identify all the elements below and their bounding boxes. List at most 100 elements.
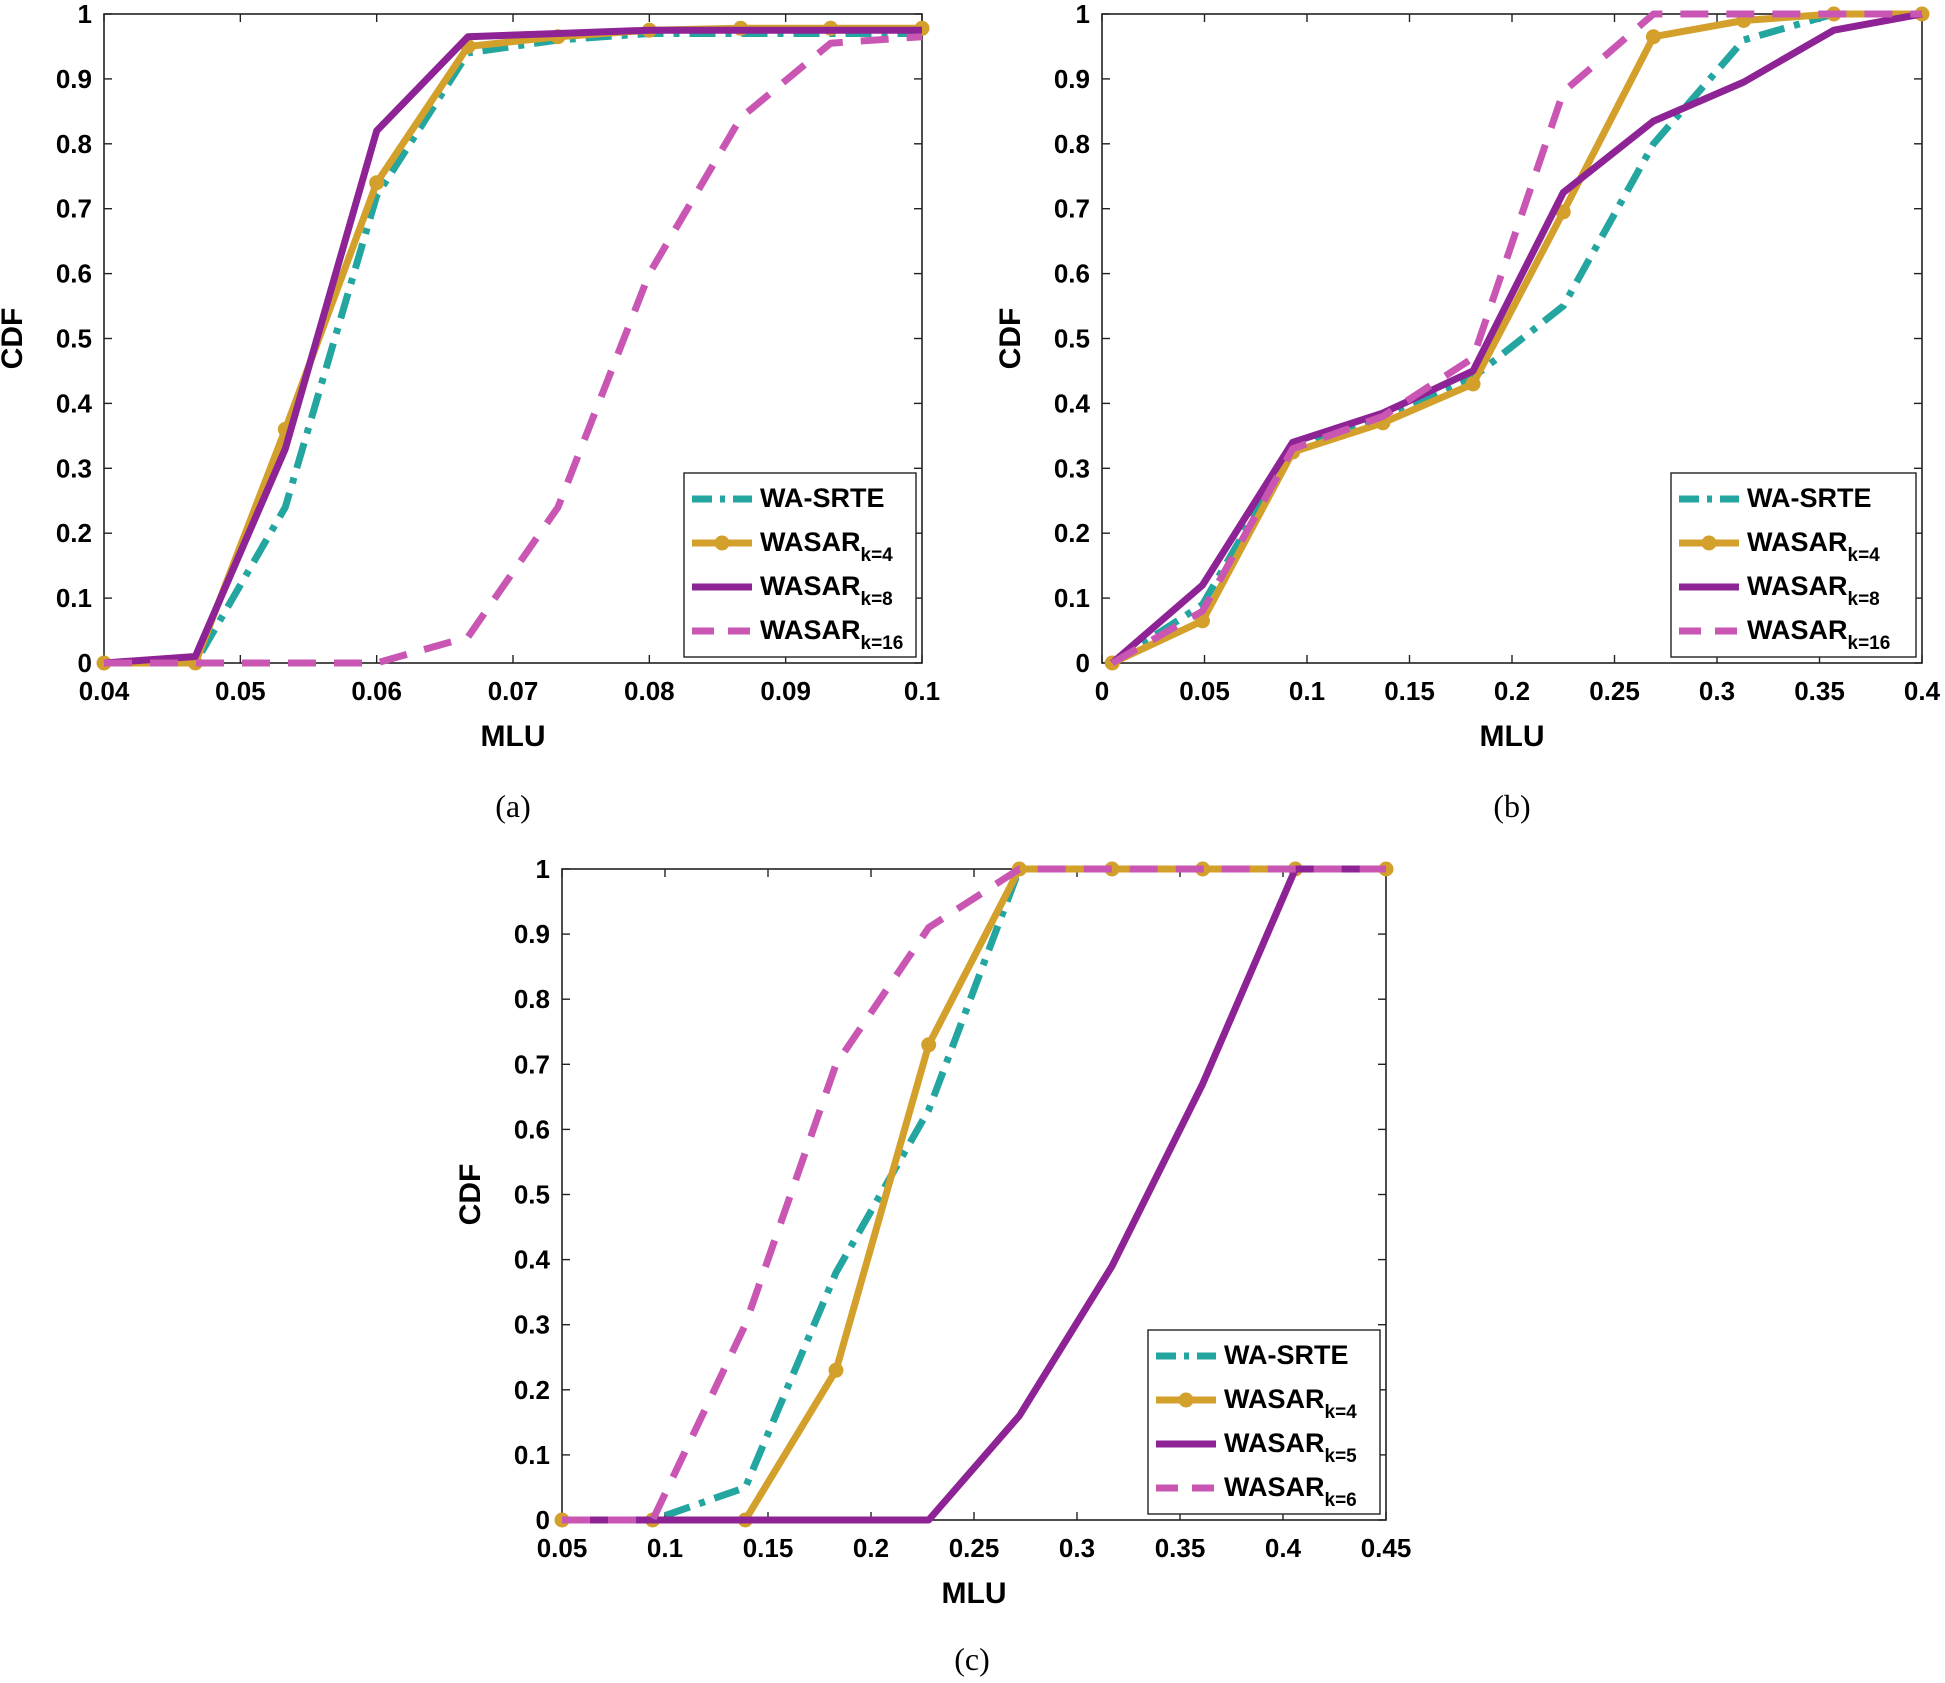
legend-entry-base: WASAR — [760, 615, 861, 645]
legend-entry-base: WASAR — [1224, 1472, 1325, 1502]
y-tick-label: 0.8 — [1054, 129, 1090, 159]
y-tick-label: 0.6 — [514, 1114, 550, 1144]
y-tick-label: 0.8 — [514, 984, 550, 1014]
y-tick-label: 0.2 — [56, 518, 92, 548]
legend-entry: WASARk=8 — [760, 571, 893, 610]
x-tick-label: 0.09 — [760, 676, 811, 706]
data-point-marker — [1555, 204, 1571, 220]
legend-entry-base: WASAR — [1747, 527, 1848, 557]
x-tick-label: 0.3 — [1699, 676, 1735, 706]
y-tick-label: 0.4 — [1054, 388, 1091, 418]
legend-entry-subscript: k=4 — [1325, 1402, 1358, 1423]
chart-panel-c: 0.05 0.1 0.15 0.2 0.25 0.3 0.35 0.4 0.45 0 0.1 0.2 0… — [454, 854, 1411, 1677]
y-tick-label: 0.4 — [56, 388, 93, 418]
x-tick-label: 0.04 — [79, 676, 130, 706]
chart-panel-b: 0 0.05 0.1 0.15 0.2 0.25 0.3 0.35 0.4 0 0.1 0.2 0.3 0… — [994, 0, 1941, 824]
x-tick-label: 0.25 — [949, 1533, 1000, 1563]
x-tick-label: 0.35 — [1794, 676, 1845, 706]
legend-entry-subscript: k=4 — [861, 545, 894, 566]
x-tick-label: 0.3 — [1059, 1533, 1095, 1563]
legend-entry-subscript: k=8 — [1848, 589, 1880, 610]
series-line-wasar-k-16 — [1110, 10, 1922, 667]
chart-panel-a: 0.04 0.05 0.06 0.07 0.08 0.09 0.1 0 0.1 0.2 0.3 0.4… — [0, 0, 940, 824]
legend-entry: WASARk=16 — [1747, 615, 1890, 654]
series-line-wasar-k-8 — [1110, 10, 1923, 666]
legend-entry-base: WASAR — [760, 527, 861, 557]
y-tick-label: 0.8 — [56, 129, 92, 159]
legend-entry: WASARk=4 — [1224, 1384, 1357, 1423]
data-point-marker — [1645, 29, 1661, 45]
y-tick-label: 0.2 — [514, 1375, 550, 1405]
x-tick-label: 0.05 — [215, 676, 266, 706]
x-tick-label: 0.45 — [1361, 1533, 1412, 1563]
legend-entry-base: WASAR — [760, 571, 861, 601]
y-tick-label: 0.3 — [56, 453, 92, 483]
y-axis-label: CDF — [994, 308, 1027, 370]
y-tick-label: 1 — [78, 0, 92, 29]
legend-entry: WASARk=6 — [1224, 1472, 1357, 1511]
legend-entry-subscript: k=5 — [1325, 1446, 1358, 1467]
x-tick-label: 0.05 — [537, 1533, 588, 1563]
series-line-wasar-k-8 — [103, 26, 922, 667]
y-tick-label: 0.9 — [1054, 64, 1090, 94]
legend-entry: WASARk=5 — [1224, 1428, 1357, 1467]
legend-entry: WA-SRTE — [1224, 1340, 1349, 1370]
legend-marker — [714, 535, 730, 551]
y-axis-label: CDF — [454, 1164, 487, 1226]
y-tick-label: 0.5 — [56, 324, 92, 354]
panel-caption: (b) — [1493, 788, 1530, 824]
y-tick-label: 0.9 — [56, 64, 92, 94]
legend-box — [1670, 472, 1917, 658]
x-tick-label: 0.07 — [488, 676, 539, 706]
y-tick-label: 0.5 — [514, 1180, 550, 1210]
y-tick-label: 0.7 — [56, 194, 92, 224]
data-point-marker — [921, 1037, 937, 1053]
x-tick-label: 0.1 — [1289, 676, 1325, 706]
x-tick-label: 0.4 — [1904, 676, 1941, 706]
x-tick-label: 0.1 — [647, 1533, 683, 1563]
legend-entry-base: WA-SRTE — [760, 483, 885, 513]
x-tick-label: 0.35 — [1155, 1533, 1206, 1563]
legend-entry-base: WASAR — [1224, 1384, 1325, 1414]
series-line-wa-srte — [104, 30, 922, 667]
x-axis-label: MLU — [1480, 720, 1545, 753]
y-tick-label: 0.1 — [1054, 583, 1090, 613]
x-tick-label: 0.25 — [1589, 676, 1640, 706]
panel-caption: (c) — [954, 1641, 990, 1677]
y-tick-label: 0.2 — [1054, 518, 1090, 548]
x-tick-label: 0.2 — [1494, 676, 1530, 706]
series-line-wasar-k-16 — [104, 33, 923, 667]
legend-entry-subscript: k=4 — [1848, 545, 1881, 566]
legend-marker — [1701, 535, 1717, 551]
x-tick-label: 0.1 — [904, 676, 940, 706]
x-tick-label: 0.2 — [853, 1533, 889, 1563]
legend-entry-base: WA-SRTE — [1224, 1340, 1349, 1370]
series-line-wasar-k-5 — [562, 865, 1386, 1524]
x-tick-label: 0.15 — [1384, 676, 1435, 706]
x-tick-label: 0 — [1095, 676, 1109, 706]
legend-entry: WA-SRTE — [760, 483, 885, 513]
legend-entry: WASARk=8 — [1747, 571, 1880, 610]
legend-entry: WASARk=4 — [760, 527, 893, 566]
y-tick-label: 0.7 — [514, 1049, 550, 1079]
y-tick-label: 0.5 — [1054, 324, 1090, 354]
y-tick-label: 0 — [1076, 648, 1090, 678]
legend-marker — [1178, 1392, 1194, 1408]
x-axis-label: MLU — [942, 1577, 1007, 1610]
y-tick-label: 0 — [536, 1505, 550, 1535]
data-point-marker — [1104, 861, 1120, 877]
series-line-wasar-k-6 — [562, 865, 1386, 1524]
legend-entry-base: WASAR — [1224, 1428, 1325, 1458]
legend-entry: WASARk=4 — [1747, 527, 1880, 566]
legend-box — [1147, 1329, 1381, 1515]
y-tick-label: 0.3 — [514, 1310, 550, 1340]
y-tick-label: 0 — [78, 648, 92, 678]
legend-entry-base: WA-SRTE — [1747, 483, 1872, 513]
legend-entry: WASARk=16 — [760, 615, 903, 654]
x-tick-label: 0.4 — [1265, 1533, 1302, 1563]
y-tick-label: 1 — [1076, 0, 1090, 29]
data-point-marker — [369, 175, 385, 191]
x-tick-label: 0.08 — [624, 676, 675, 706]
y-tick-label: 0.6 — [56, 259, 92, 289]
